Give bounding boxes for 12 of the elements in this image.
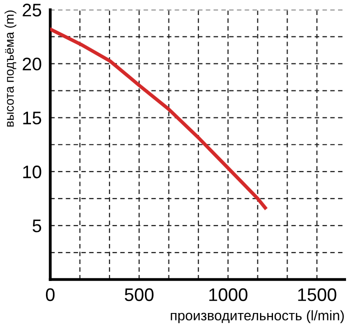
y-tick-label: 15 [23, 112, 42, 124]
y-tick-label: 5 [32, 220, 42, 232]
y-tick-label: 25 [22, 4, 42, 16]
x-tick-label: 500 [124, 288, 154, 302]
x-axis-title: производительность (l/min) [170, 310, 344, 324]
y-tick-label: 20 [22, 58, 42, 70]
x-tick-label: 1000 [209, 288, 248, 302]
y-axis-title: высота подъёма (m) [4, 10, 16, 127]
line-series [50, 27, 267, 210]
x-tick-label: 1500 [298, 288, 336, 302]
y-tick-label: 10 [23, 166, 42, 178]
x-tick-label: 0 [46, 288, 55, 302]
